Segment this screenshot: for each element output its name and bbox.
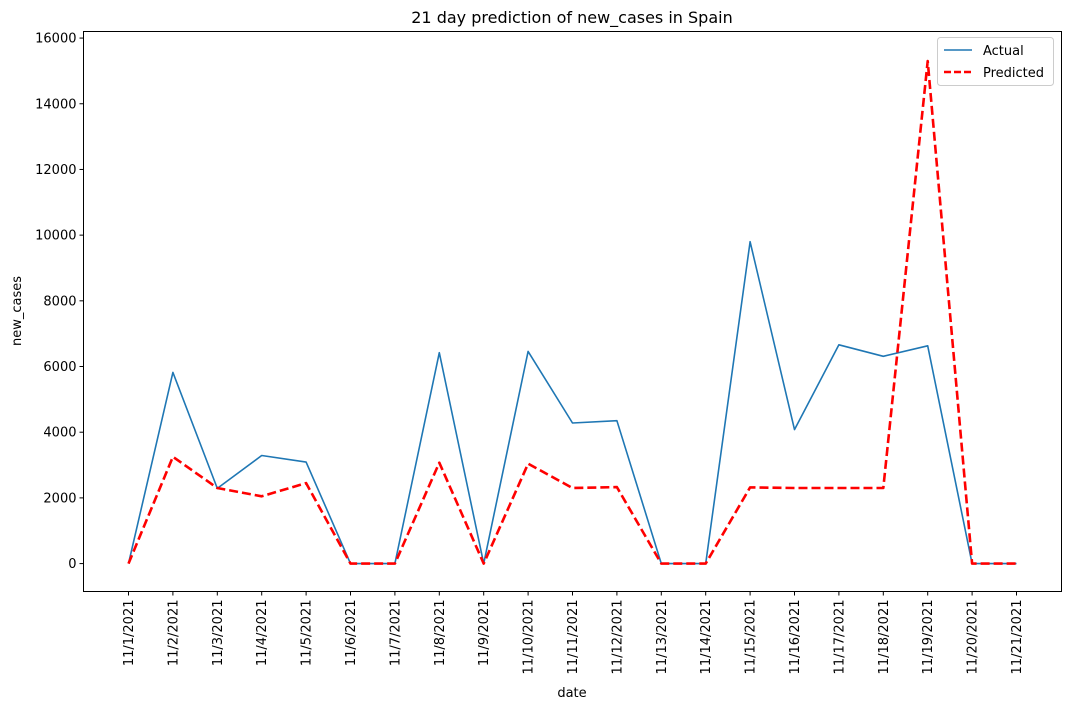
y-tick-label: 14000 [35,97,76,112]
x-tick-label: 11/15/2021 [744,600,759,675]
x-tick-label: 11/5/2021 [300,600,315,667]
x-tick-label: 11/11/2021 [566,600,581,675]
y-tick-label: 2000 [43,491,76,506]
y-tick-label: 16000 [35,32,76,47]
y-axis: 0 2000 4000 6000 8000 10000 12000 14000 16000 [35,32,84,572]
chart-title: 21 day prediction of new_cases in Spain [411,8,732,28]
x-tick-label: 11/7/2021 [388,600,403,667]
x-tick-label: 11/17/2021 [832,600,847,675]
x-tick-label: 11/14/2021 [699,600,714,675]
x-axis: 11/1/2021 11/2/2021 11/3/2021 11/4/2021 11/5… [122,591,1025,675]
x-tick-label: 11/20/2021 [966,600,981,675]
x-axis-title: date [557,686,586,701]
x-tick-label: 11/10/2021 [522,600,537,675]
x-tick-label: 11/1/2021 [122,600,137,667]
x-tick-label: 11/6/2021 [344,600,359,667]
y-axis-title: new_cases [10,276,25,346]
y-tick-label: 0 [68,557,76,572]
y-tick-label: 12000 [35,163,76,178]
legend: Actual Predicted [937,37,1054,86]
x-tick-label: 11/4/2021 [255,600,270,667]
x-tick-label: 11/13/2021 [655,600,670,675]
x-tick-label: 11/8/2021 [433,600,448,667]
y-tick-label: 4000 [43,426,76,441]
legend-label-predicted: Predicted [983,66,1044,81]
x-tick-label: 11/16/2021 [788,600,803,675]
legend-label-actual: Actual [983,44,1024,59]
x-tick-label: 11/19/2021 [921,600,936,675]
plot-area [127,59,1017,565]
series-line-predicted [127,59,1017,565]
x-tick-label: 11/12/2021 [610,600,625,675]
y-tick-label: 8000 [43,294,76,309]
series-line-actual [127,240,1017,565]
x-tick-label: 11/3/2021 [211,600,226,667]
x-tick-label: 11/21/2021 [1010,600,1025,675]
x-tick-label: 11/2/2021 [166,600,181,667]
x-tick-label: 11/18/2021 [877,600,892,675]
y-tick-label: 10000 [35,229,76,244]
x-tick-label: 11/9/2021 [477,600,492,667]
y-tick-label: 6000 [43,360,76,375]
